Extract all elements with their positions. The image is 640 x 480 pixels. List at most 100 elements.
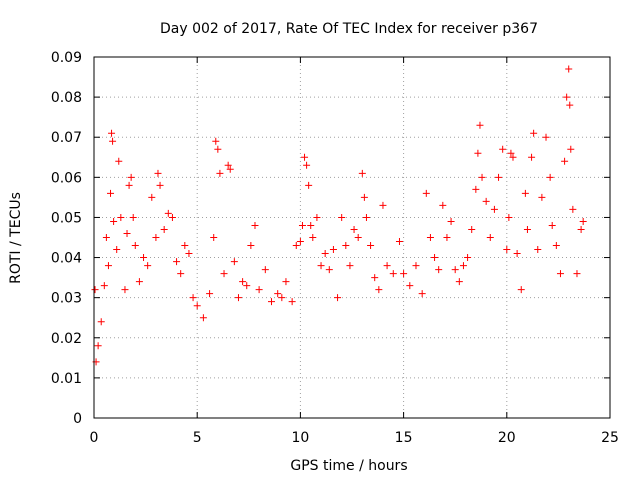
y-tick-label: 0.02 [51, 331, 82, 347]
data-point [115, 157, 123, 165]
data-point [464, 254, 472, 262]
data-point [102, 234, 110, 241]
data-point [129, 213, 137, 221]
data-point [152, 234, 160, 241]
data-point [135, 278, 143, 286]
data-point [104, 262, 112, 270]
data-point [317, 262, 325, 270]
data-point [309, 234, 317, 241]
data-point [422, 189, 430, 197]
data-point [177, 270, 185, 278]
data-point [239, 278, 247, 286]
data-point [334, 294, 342, 302]
data-point [455, 278, 463, 286]
data-point [367, 242, 375, 250]
data-point [313, 213, 321, 221]
data-point [546, 173, 554, 181]
data-point [210, 234, 218, 241]
data-point [131, 242, 139, 250]
data-point [282, 278, 290, 286]
data-point [156, 181, 164, 189]
data-point [567, 145, 575, 153]
data-point [418, 290, 426, 298]
data-point [552, 242, 560, 250]
data-point [325, 266, 333, 274]
data-point [216, 169, 224, 177]
data-point [108, 129, 116, 137]
data-point [439, 201, 447, 209]
data-point [97, 318, 105, 326]
data-point [573, 270, 581, 278]
data-point [459, 262, 467, 270]
data-point [507, 149, 515, 157]
data-point [181, 242, 189, 250]
data-point [375, 286, 383, 294]
data-point [193, 302, 201, 310]
x-axis-ticks: 0 5 10 15 20 25 [90, 57, 619, 446]
data-point [261, 266, 269, 274]
data-point [534, 246, 542, 254]
data-point [247, 242, 255, 250]
data-point [288, 298, 296, 306]
x-tick-label: 20 [498, 430, 516, 446]
data-point [127, 173, 135, 181]
y-tick-label: 0.04 [51, 251, 82, 267]
x-axis-label: GPS time / hours [290, 458, 407, 474]
data-point [94, 342, 102, 350]
data-point [495, 173, 503, 181]
data-point [107, 189, 115, 197]
data-point [212, 137, 220, 145]
data-point [140, 254, 148, 262]
data-point [389, 270, 397, 278]
data-point [505, 213, 513, 221]
data-point [383, 262, 391, 270]
data-point [482, 197, 490, 205]
data-point [185, 250, 193, 258]
x-tick-label: 10 [291, 430, 309, 446]
data-point [214, 145, 222, 153]
y-tick-label: 0.01 [51, 371, 82, 387]
data-point [468, 225, 476, 233]
plot-frame [93, 56, 611, 419]
y-tick-label: 0.07 [51, 130, 82, 146]
data-point [173, 258, 181, 266]
y-tick-label: 0.06 [51, 170, 82, 186]
data-point [577, 225, 585, 233]
data-point [91, 286, 99, 294]
data-point [490, 205, 498, 213]
data-point [338, 213, 346, 221]
x-tick-label: 25 [601, 430, 619, 446]
data-points [91, 65, 587, 366]
data-point [226, 165, 234, 173]
data-point [395, 238, 403, 246]
data-point [499, 145, 507, 153]
data-point [268, 298, 276, 306]
data-point [168, 213, 176, 221]
data-point [478, 173, 486, 181]
data-point [305, 181, 313, 189]
data-point [243, 282, 251, 290]
data-point [100, 282, 108, 290]
data-point [565, 65, 573, 73]
data-point [117, 213, 125, 221]
chart-title: Day 002 of 2017, Rate Of TEC Index for r… [160, 21, 538, 37]
data-point [164, 209, 172, 217]
data-point [503, 246, 511, 254]
data-point [426, 234, 434, 241]
x-tick-label: 15 [395, 430, 413, 446]
data-point [472, 185, 480, 193]
data-point [474, 149, 482, 157]
data-point [476, 121, 484, 129]
data-point [110, 217, 118, 225]
data-point [321, 250, 329, 258]
y-axis-ticks: 0 0.01 0.02 0.03 0.04 0.05 0.06 0.07 0.08 0.09 [51, 50, 610, 427]
data-point [556, 270, 564, 278]
data-point [371, 274, 379, 282]
data-point [346, 262, 354, 270]
data-point [255, 286, 263, 294]
data-point [528, 153, 536, 161]
data-point [350, 225, 358, 233]
grid-lines [94, 57, 610, 418]
data-point [154, 169, 162, 177]
